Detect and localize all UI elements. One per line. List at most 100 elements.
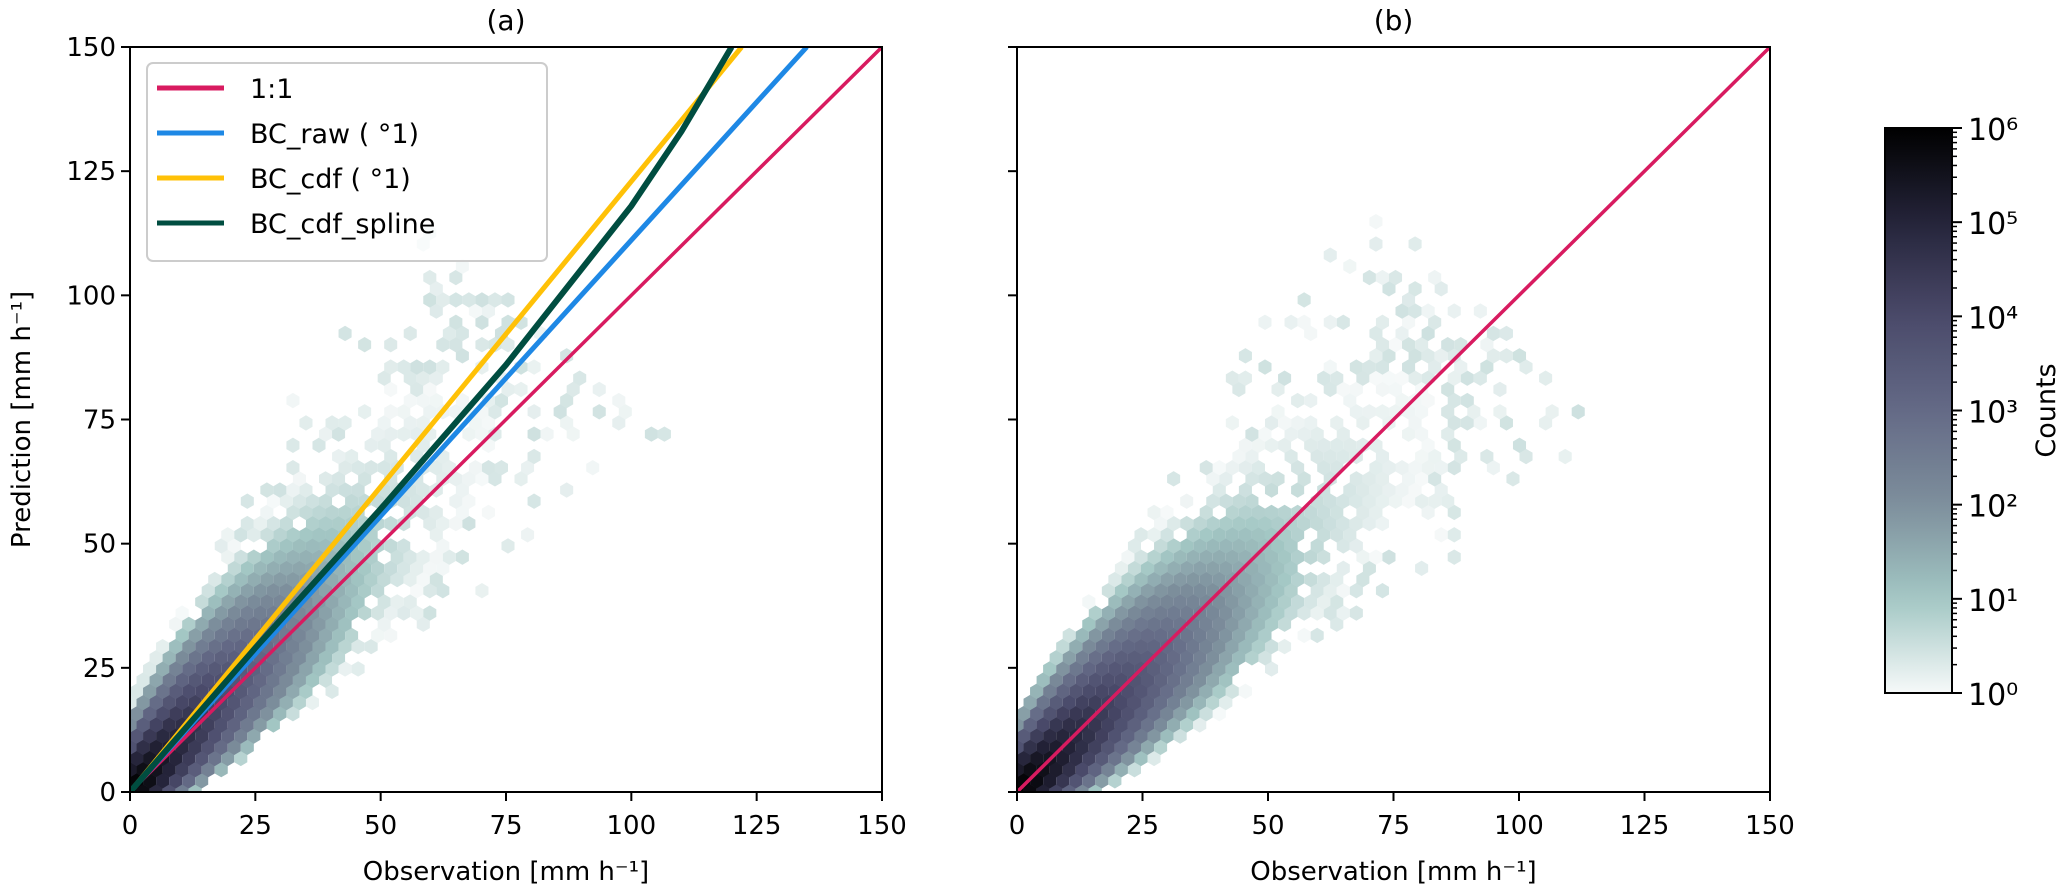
hexbin-cell bbox=[130, 739, 137, 755]
hexbin-cell bbox=[1291, 549, 1305, 565]
hexbin-cell bbox=[1134, 706, 1148, 722]
hexbin-cell bbox=[1278, 415, 1292, 431]
hexbin-cell bbox=[1441, 493, 1455, 509]
hexbin-cell bbox=[573, 370, 587, 386]
hexbin-cell bbox=[1095, 728, 1109, 744]
hexbin-cell bbox=[221, 706, 235, 722]
hexbin-cell bbox=[364, 437, 378, 453]
hexbin-cell bbox=[156, 728, 170, 744]
hexbin-cell bbox=[1356, 437, 1370, 454]
hexbin-cell bbox=[566, 426, 580, 442]
hexbin-cell bbox=[279, 493, 293, 509]
hexbin-cell bbox=[351, 482, 365, 498]
hexbin-cell bbox=[1375, 359, 1389, 375]
hexbin-cell bbox=[1493, 404, 1507, 420]
hexbin-cell bbox=[1049, 672, 1063, 688]
hexbin-cell bbox=[416, 616, 430, 632]
hexbin-cell bbox=[449, 292, 463, 308]
hexbin-cell bbox=[1447, 549, 1461, 565]
hexbin-cell bbox=[1206, 650, 1220, 666]
hexbin-cell bbox=[319, 471, 333, 487]
hexbin-cell bbox=[1304, 549, 1318, 565]
hexbin-cell bbox=[1219, 605, 1233, 621]
hexbin-cell bbox=[423, 359, 437, 375]
hexbin-cell bbox=[1121, 728, 1135, 744]
hexbin-cell bbox=[156, 773, 170, 789]
hexbin-cell bbox=[1428, 471, 1442, 487]
hexbin-cell bbox=[618, 404, 632, 420]
hexbin-cell bbox=[338, 504, 352, 521]
hexbin-cell bbox=[1167, 538, 1181, 554]
hexbin-cell bbox=[429, 370, 443, 386]
hexbin-cell bbox=[292, 694, 306, 711]
hexbin-cell bbox=[1121, 549, 1135, 565]
hexbin-cell bbox=[1108, 706, 1122, 722]
hexbin-cell bbox=[1147, 616, 1161, 632]
hexbin-cell bbox=[299, 527, 313, 543]
hexbin-cell bbox=[1069, 750, 1083, 767]
hexbin-cell bbox=[1369, 236, 1383, 252]
hexbin-cell bbox=[1369, 370, 1383, 386]
colorbar-label: Counts bbox=[2031, 363, 2062, 457]
hexbin-cell bbox=[351, 571, 365, 588]
hexbin-cell bbox=[1336, 314, 1350, 330]
hexbin-cell bbox=[1212, 706, 1226, 722]
hexbin-cell bbox=[1304, 437, 1318, 454]
hexbin-cell bbox=[1225, 616, 1239, 632]
hexbin-cell bbox=[214, 605, 228, 621]
hexbin-cell bbox=[1291, 594, 1305, 610]
hexbin-cell bbox=[1297, 605, 1311, 621]
hexbin-cell bbox=[325, 616, 339, 632]
x-tick-label: 0 bbox=[1009, 811, 1026, 841]
hexbin-cell bbox=[227, 627, 241, 644]
hexbin-cell bbox=[1512, 348, 1527, 364]
hexbin-cell bbox=[136, 739, 150, 755]
colorbar-tick-label: 10¹ bbox=[1968, 584, 2018, 619]
hexbin-cell bbox=[1101, 605, 1115, 621]
hexbin-cell bbox=[1356, 370, 1370, 386]
hexbin-cell bbox=[1186, 661, 1200, 677]
hexbin-cell bbox=[286, 571, 300, 588]
hexbin-cell bbox=[1062, 650, 1076, 666]
hexbin-cell bbox=[1330, 437, 1344, 454]
hexbin-cell bbox=[299, 482, 313, 498]
hexbin-cell bbox=[1167, 605, 1181, 621]
hexbin-cell bbox=[1369, 482, 1383, 498]
hexbin-cell bbox=[130, 761, 137, 778]
hexbin-cell bbox=[240, 560, 254, 577]
hexbin-cell bbox=[1160, 594, 1174, 610]
hexbin-cell bbox=[449, 493, 463, 509]
hexbin-cell bbox=[592, 404, 606, 420]
hexbin-cell bbox=[1238, 504, 1252, 521]
hexbin-cell bbox=[1349, 359, 1363, 375]
hexbin-cell bbox=[1082, 773, 1096, 789]
hexbin-cell bbox=[1519, 359, 1533, 375]
hexbin-cell bbox=[1056, 683, 1070, 700]
hexbin-cell bbox=[1480, 359, 1494, 375]
hexbin-cell bbox=[1330, 527, 1344, 543]
hexbin-cell bbox=[397, 560, 411, 577]
hexbin-cell bbox=[1173, 661, 1187, 677]
hexbin-cell bbox=[1154, 583, 1168, 599]
hexbin-cell bbox=[1193, 583, 1207, 599]
hexbin-cell bbox=[1043, 728, 1057, 744]
hexbin-cell bbox=[1075, 627, 1089, 644]
hexbin-cell bbox=[1062, 672, 1076, 688]
hexbin-cell bbox=[1369, 348, 1383, 364]
hexbin-cell bbox=[527, 448, 541, 465]
hexbin-cell bbox=[149, 717, 163, 733]
hexbin-cell bbox=[1030, 706, 1044, 722]
hexbin-cell bbox=[410, 560, 424, 577]
hexbin-cell bbox=[1127, 739, 1141, 755]
hexbin-cell bbox=[1310, 515, 1324, 532]
hexbin-cell bbox=[1304, 415, 1318, 431]
hexbin-cell bbox=[345, 627, 359, 644]
hexbin-cell bbox=[1127, 605, 1141, 621]
hexbin-cell bbox=[488, 426, 502, 442]
hexbin-cell bbox=[1140, 627, 1155, 644]
hexbin-cell bbox=[292, 471, 306, 487]
hexbin-cell bbox=[423, 381, 437, 398]
hexbin-cell bbox=[332, 605, 346, 621]
hexbin-cell bbox=[364, 571, 378, 588]
hexbin-cell bbox=[338, 325, 352, 342]
